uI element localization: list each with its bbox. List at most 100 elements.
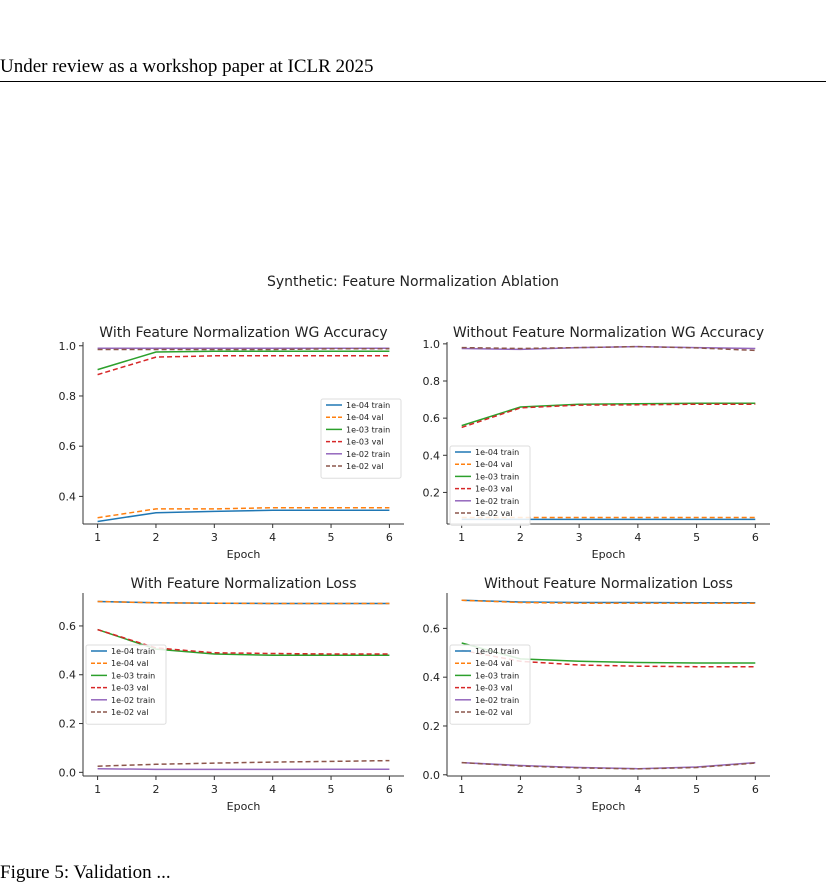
x-tick-label: 5 [328,783,335,796]
legend: 1e-04 train 1e-04 val 1e-03 train 1e-03 val… [320,398,402,479]
legend-entry: 1e-02 train [475,696,519,705]
chart-panel-4: Without Feature Normalization Loss 1 2 3 4 5 6… [423,576,770,813]
legend-frame [85,644,167,725]
legend-entry: 1e-02 train [346,450,390,459]
x-tick-label: 5 [328,531,335,544]
legend-entry: 1e-03 val [346,438,383,447]
legend-entry: 1e-04 train [475,448,519,457]
legend-entry: 1e-03 val [111,684,148,693]
legend-entry: 1e-02 val [346,462,383,471]
legend-frame [449,445,531,526]
x-tick-label: 6 [386,783,393,796]
legend-entry: 1e-03 train [111,671,155,680]
y-tick-label: 0.6 [423,622,441,635]
legend-entry: 1e-02 train [111,696,155,705]
header-rule [0,81,826,82]
legend-entry: 1e-03 train [475,472,519,481]
series-line-1e-04-val [97,506,390,519]
y-tick-label: 0.6 [59,440,77,453]
figure-suptitle: Synthetic: Feature Normalization Ablatio… [267,274,559,290]
chart-panel-3: With Feature Normalization Loss 1 2 3 4 5 6 0.0… [59,576,404,813]
x-axis-label: Epoch [227,548,261,561]
legend-entry: 1e-04 train [475,647,519,656]
series-line-1e-03-val [97,355,390,376]
legend: 1e-04 train 1e-04 val 1e-03 train 1e-03 val… [449,644,531,725]
legend: 1e-04 train 1e-04 val 1e-03 train 1e-03 val… [85,644,167,725]
y-tick-label: 0.8 [423,375,441,388]
y-tick-label: 0.2 [423,486,441,499]
chart-title: Without Feature Normalization WG Accurac… [453,325,764,341]
y-tick-label: 1.0 [423,338,441,351]
y-tick-label: 0.6 [423,412,441,425]
legend-entry: 1e-04 val [111,659,148,668]
y-tick-label: 0.4 [59,669,77,682]
x-tick-label: 6 [386,531,393,544]
legend-entry: 1e-04 val [475,659,512,668]
chart-panel-2: Without Feature Normalization WG Accurac… [423,325,770,561]
legend-entry: 1e-02 val [475,708,512,717]
x-tick-label: 5 [693,783,700,796]
legend-entry: 1e-04 train [111,647,155,656]
legend-entry: 1e-02 val [475,509,512,518]
y-tick-label: 0.8 [59,390,77,403]
legend-entry: 1e-04 train [346,401,390,410]
x-tick-label: 2 [152,531,159,544]
y-tick-label: 0.4 [423,449,441,462]
series-line-1e-02-val [461,345,756,352]
x-tick-label: 1 [94,783,101,796]
x-tick-label: 3 [576,531,583,544]
x-tick-label: 4 [269,531,276,544]
series-line-1e-04-train [97,509,390,523]
y-tick-label: 0.0 [59,766,77,779]
x-tick-label: 4 [269,783,276,796]
x-tick-label: 1 [458,531,465,544]
x-tick-label: 6 [752,531,759,544]
legend-entry: 1e-03 val [475,684,512,693]
figure-caption: Figure 5: Validation ... [0,862,171,883]
legend-entry: 1e-03 val [475,485,512,494]
x-tick-label: 3 [576,783,583,796]
legend-frame [449,644,531,725]
x-axis-label: Epoch [592,800,626,813]
x-tick-label: 3 [211,783,218,796]
x-tick-label: 3 [211,531,218,544]
legend-entry: 1e-02 train [475,497,519,506]
x-tick-label: 4 [634,531,641,544]
chart-title: Without Feature Normalization Loss [484,576,733,592]
series-line-1e-02-val [97,759,390,767]
series-line-1e-02-train [97,767,390,771]
y-tick-label: 0.4 [59,490,77,503]
legend-entry: 1e-04 val [346,413,383,422]
legend: 1e-04 train 1e-04 val 1e-03 train 1e-03 val… [449,445,531,526]
y-tick-label: 0.6 [59,620,77,633]
legend-entry: 1e-03 train [475,671,519,680]
series-line-1e-02-val [461,761,756,770]
chart-title: With Feature Normalization Loss [130,576,356,592]
legend-entry: 1e-03 train [346,425,390,434]
y-tick-label: 0.0 [423,769,441,782]
x-tick-label: 1 [458,783,465,796]
x-tick-label: 6 [752,783,759,796]
series-line-1e-04-val [97,600,390,605]
chart-title: With Feature Normalization WG Accuracy [99,325,387,341]
series-line-1e-02-val [97,348,390,351]
x-axis-label: Epoch [592,548,626,561]
series-line-1e-03-val [461,403,756,429]
y-tick-label: 0.2 [59,718,77,731]
x-tick-label: 2 [517,783,524,796]
y-tick-label: 0.4 [423,671,441,684]
x-tick-label: 4 [634,783,641,796]
y-tick-label: 0.2 [423,720,441,733]
x-tick-label: 1 [94,531,101,544]
chart-panel-1: With Feature Normalization WG Accuracy 1 2… [59,325,404,561]
y-tick-label: 1.0 [59,340,77,353]
x-tick-label: 2 [152,783,159,796]
series-line-1e-03-train [461,402,756,427]
legend-frame [320,398,402,479]
x-tick-label: 2 [517,531,524,544]
x-axis-label: Epoch [227,800,261,813]
legend-entry: 1e-02 val [111,708,148,717]
series-line-1e-04-val [461,599,756,604]
series-line-1e-03-train [97,350,390,371]
